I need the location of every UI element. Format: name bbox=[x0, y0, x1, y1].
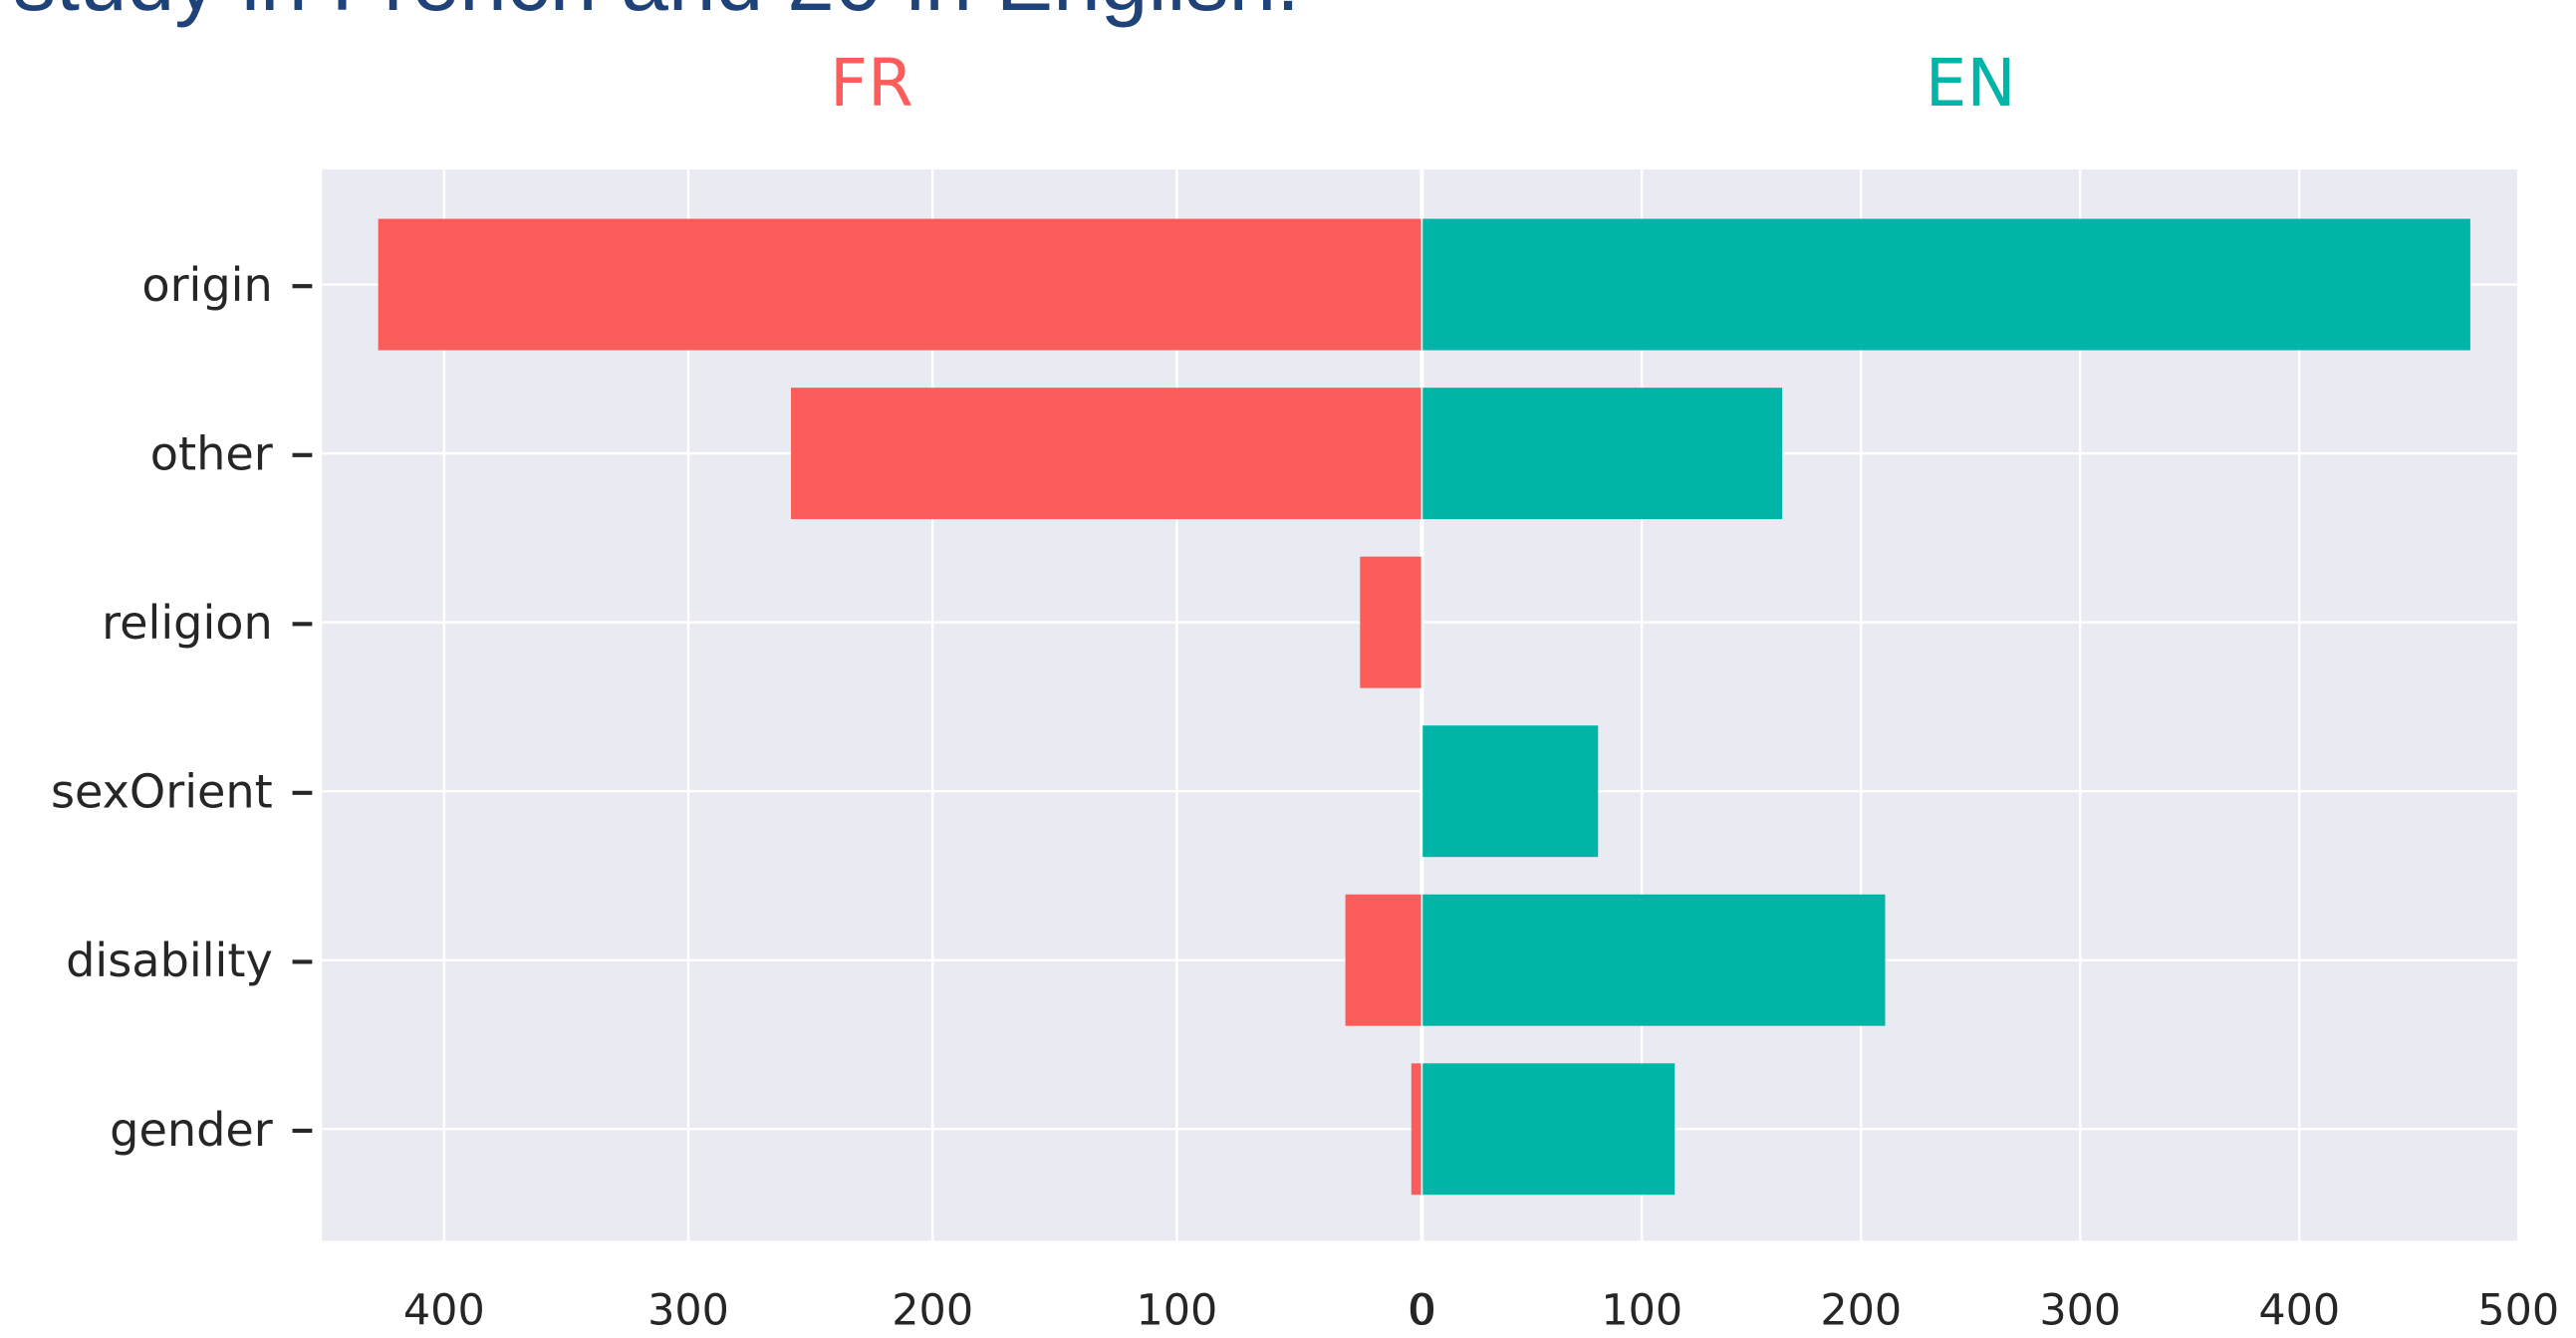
bar bbox=[1411, 1063, 1421, 1196]
x-tick-label: 200 bbox=[892, 1286, 973, 1336]
bar bbox=[1422, 725, 1599, 858]
y-tick-label: sexOrient bbox=[51, 765, 273, 819]
bar bbox=[1422, 894, 1886, 1026]
x-tick-label: 500 bbox=[2477, 1286, 2559, 1336]
x-tick-label: 200 bbox=[1820, 1286, 1902, 1336]
bar bbox=[791, 388, 1421, 520]
y-tick-label: religion bbox=[102, 596, 273, 650]
bar bbox=[1422, 1063, 1675, 1196]
y-tick-label: origin bbox=[141, 258, 272, 312]
bar bbox=[1422, 388, 1783, 520]
x-tick-label: 400 bbox=[403, 1286, 485, 1336]
panel-title: FR bbox=[830, 45, 913, 122]
y-tick-label: disability bbox=[66, 934, 273, 987]
bar bbox=[378, 218, 1421, 351]
x-tick-label: 100 bbox=[1601, 1286, 1682, 1336]
y-tick-label: other bbox=[150, 427, 273, 481]
x-tick-label: 300 bbox=[647, 1286, 729, 1336]
x-tick-label: 400 bbox=[2258, 1286, 2340, 1336]
page-title: study in French and 20 in English. bbox=[13, 0, 1300, 29]
x-tick-label: 0 bbox=[1408, 1286, 1434, 1336]
panel-title: EN bbox=[1926, 45, 2016, 122]
bar bbox=[1345, 894, 1421, 1026]
bar bbox=[1422, 218, 2470, 351]
bar bbox=[1360, 556, 1421, 688]
x-tick-label: 100 bbox=[1136, 1286, 1217, 1336]
y-tick-label: gender bbox=[110, 1103, 273, 1157]
x-tick-label: 300 bbox=[2039, 1286, 2121, 1336]
x-tick-label: 0 bbox=[1410, 1286, 1436, 1336]
